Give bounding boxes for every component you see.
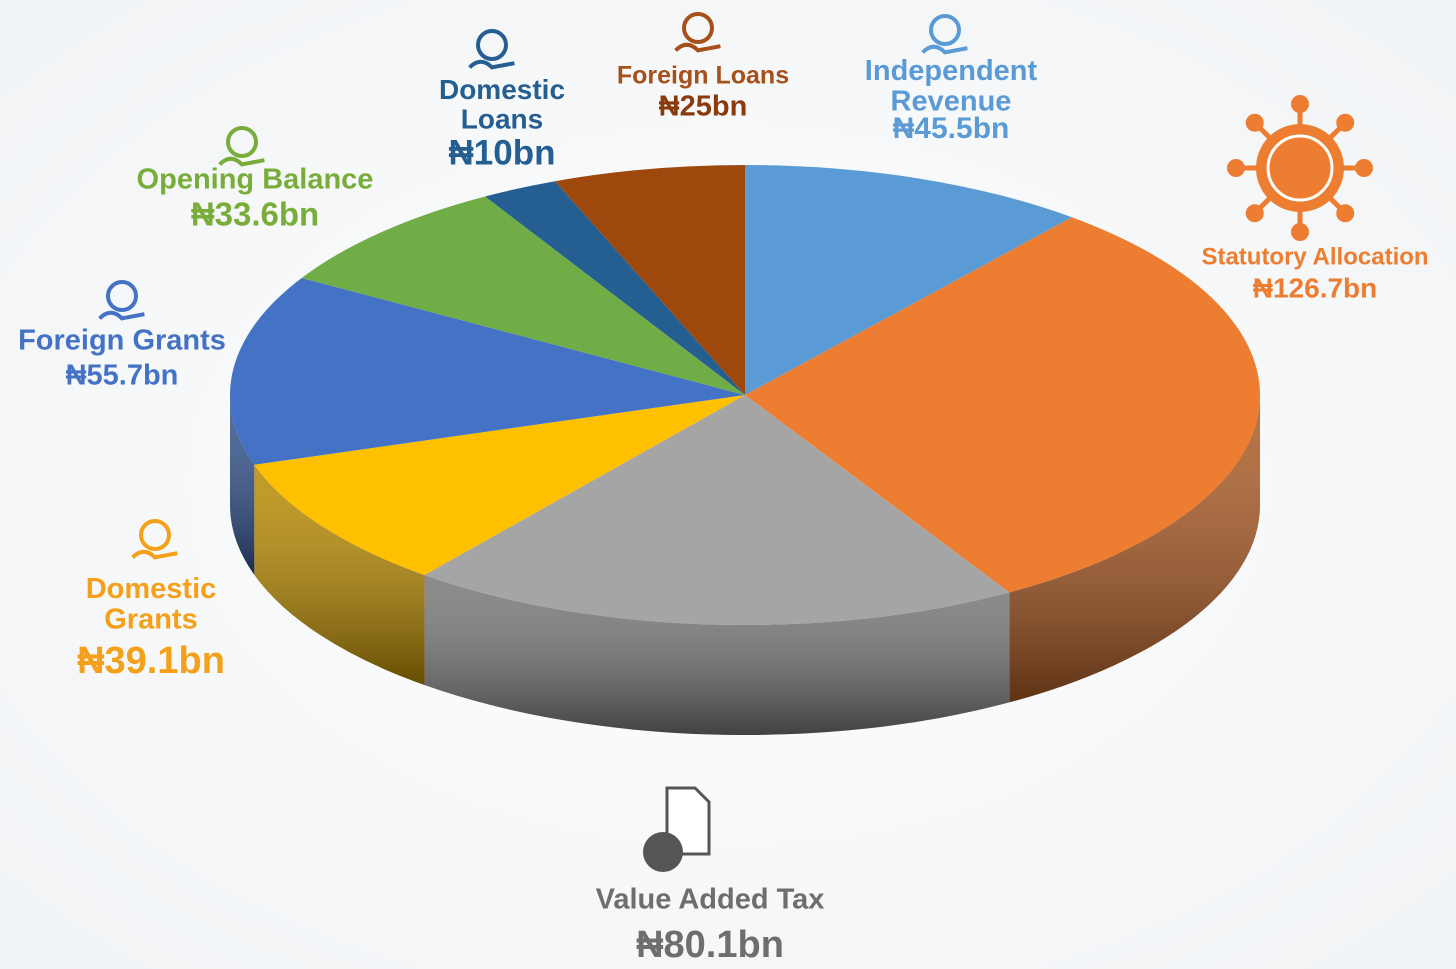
value-label: ₦45.5bn — [893, 112, 1010, 145]
icon-coin — [106, 280, 138, 312]
icon — [218, 126, 265, 167]
value-label: ₦25bn — [659, 91, 748, 123]
value-label: ₦80.1bn — [636, 924, 784, 966]
category-label: Foreign Grants — [18, 325, 226, 357]
slice — [745, 165, 1072, 395]
icon-node — [1245, 204, 1264, 223]
icon-node — [1245, 113, 1264, 132]
pie — [229, 165, 1260, 735]
slice — [229, 277, 745, 465]
value-label: ₦55.7bn — [66, 360, 179, 392]
icon-node — [1291, 95, 1309, 113]
slice-side-shade — [230, 395, 255, 575]
icon — [131, 519, 178, 560]
icon-coin — [929, 14, 961, 46]
icon — [643, 786, 711, 872]
icon-node — [1336, 204, 1355, 223]
slice-side-shade — [254, 464, 425, 686]
icon — [98, 280, 145, 321]
value-label: ₦126.7bn — [1253, 272, 1378, 303]
icon-core — [1266, 134, 1334, 202]
icon-hand — [921, 44, 968, 55]
slice — [301, 196, 745, 395]
icon-hand — [468, 59, 515, 70]
value-label: ₦33.6bn — [191, 196, 319, 233]
icon-hand — [98, 310, 145, 321]
icon-node — [1336, 113, 1355, 132]
icon — [921, 14, 968, 55]
category-label: Domestic Loans — [439, 74, 565, 134]
icon-node — [1355, 159, 1373, 177]
slice — [254, 395, 746, 576]
category-label: Statutory Allocation — [1201, 243, 1428, 270]
slice — [485, 181, 745, 395]
icon-coin — [226, 126, 258, 158]
labels: Independent Revenue₦45.5bn Statutory Alloc… — [18, 12, 1429, 966]
value-label: ₦39.1bn — [77, 640, 225, 682]
icon-node — [1291, 223, 1309, 241]
icon-hand — [218, 156, 265, 167]
category-label: Opening Balance — [137, 164, 374, 196]
icon-coin — [682, 12, 714, 44]
slice — [745, 217, 1260, 593]
category-label: Domestic Grants — [86, 573, 217, 635]
category-label: Foreign Loans — [617, 62, 789, 90]
slice — [554, 165, 745, 395]
icon-coin — [476, 29, 508, 61]
icon-hand — [131, 549, 178, 560]
slice-side-shade — [1009, 395, 1260, 703]
category-label: Independent Revenue — [865, 55, 1038, 117]
icon-coin — [139, 519, 171, 551]
icon-hand — [674, 42, 721, 53]
icon — [1227, 95, 1373, 241]
icon — [674, 12, 721, 53]
slice — [424, 395, 1010, 625]
slice-side-shade — [424, 575, 1010, 735]
icon — [468, 29, 515, 70]
icon-node — [1227, 159, 1245, 177]
value-label: ₦10bn — [449, 133, 556, 172]
icon-badge — [643, 832, 683, 872]
category-label: Value Added Tax — [596, 884, 825, 916]
